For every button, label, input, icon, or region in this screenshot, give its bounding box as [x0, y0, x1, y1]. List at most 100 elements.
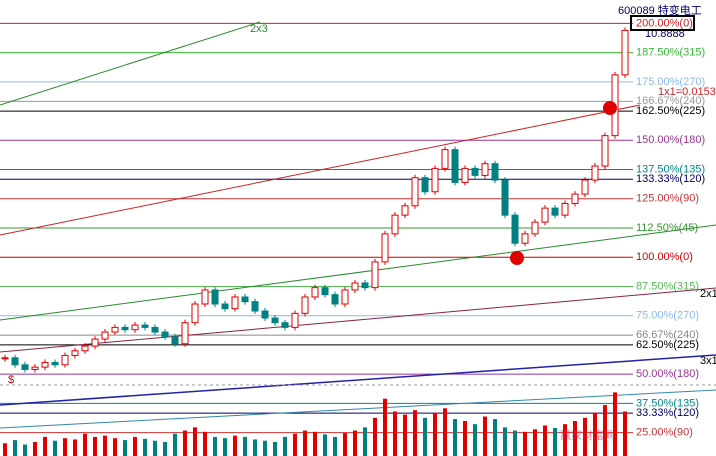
- level-label: 112.50%(45): [636, 222, 698, 234]
- volume-bar: [223, 438, 227, 456]
- candle: [491, 163, 499, 181]
- fan-line: [0, 389, 716, 429]
- candle: [351, 282, 359, 291]
- volume-bar: [73, 439, 77, 456]
- candle: [21, 364, 29, 370]
- candle: [481, 163, 489, 176]
- candle: [291, 312, 299, 328]
- level-label: 75.00%(270): [636, 310, 699, 322]
- candle: [191, 303, 199, 324]
- candle: [521, 233, 529, 244]
- candle: [431, 167, 439, 193]
- annotation: 2x1: [700, 288, 716, 300]
- candle: [81, 345, 89, 352]
- volume-bar: [303, 430, 307, 456]
- volume-bar: [233, 435, 237, 456]
- candle: [411, 177, 419, 207]
- level-label: 150.00%(180): [636, 134, 705, 146]
- candle: [181, 322, 189, 345]
- candle: [511, 214, 519, 244]
- volume-bar: [433, 412, 437, 456]
- volume-bar: [543, 425, 547, 456]
- volume-bar: [393, 411, 397, 456]
- volume-bar: [603, 405, 607, 456]
- pivot-dot: [603, 101, 617, 115]
- level-label: 133.33%(120): [636, 173, 705, 185]
- candle: [101, 331, 109, 340]
- level-label: 175.00%(270): [636, 76, 705, 88]
- volume-bar: [523, 431, 527, 456]
- level-label: 62.50%(225): [636, 339, 699, 351]
- level-label: 200.00%(0): [636, 17, 693, 29]
- annotation: 2x3: [250, 23, 268, 35]
- volume-bar: [593, 412, 597, 456]
- volume-bar: [353, 430, 357, 456]
- fan-line: [0, 104, 641, 236]
- volume-bar: [623, 411, 627, 456]
- candle: [141, 324, 149, 328]
- annotation: 3x1: [700, 355, 716, 367]
- volume-bar: [273, 442, 277, 456]
- volume-bar: [123, 440, 127, 456]
- candle: [211, 289, 219, 305]
- level-label: 166.67%(240): [636, 95, 705, 107]
- candle: [541, 207, 549, 223]
- candle: [501, 179, 509, 216]
- candle: [281, 322, 289, 328]
- volume-bar: [3, 443, 7, 456]
- volume-bar: [293, 433, 297, 456]
- candle: [151, 326, 159, 333]
- candle: [601, 135, 609, 167]
- candle: [261, 310, 269, 319]
- volume-bar: [173, 433, 177, 456]
- volume-bar: [153, 440, 157, 456]
- candle: [461, 167, 469, 183]
- candle: [591, 165, 599, 181]
- candle: [1, 357, 9, 360]
- volume-bar: [533, 429, 537, 456]
- candle: [311, 287, 319, 298]
- candle: [91, 338, 99, 347]
- stock-title: 600089 特变电工: [618, 3, 702, 17]
- candle: [241, 296, 249, 303]
- annotation: 1x1=0.0153: [658, 86, 716, 98]
- candle: [331, 294, 339, 305]
- volume-bar: [463, 421, 467, 456]
- candle: [161, 331, 169, 338]
- fan-line: [0, 287, 716, 353]
- pivot-dot: [510, 251, 524, 265]
- level-label: 162.50%(225): [636, 105, 705, 117]
- volume-bar: [133, 436, 137, 456]
- volume-bar: [63, 438, 67, 456]
- candle: [251, 301, 259, 312]
- volume-bar: [423, 417, 427, 456]
- candle: [231, 296, 239, 310]
- watermark: 赢家财富网: [560, 428, 615, 442]
- volume-bar: [573, 421, 577, 456]
- candle: [621, 29, 629, 76]
- volume-bar: [203, 431, 207, 456]
- candle: [271, 317, 279, 324]
- candle: [301, 296, 309, 314]
- candle: [11, 357, 19, 366]
- candle: [381, 233, 389, 263]
- volume-bar: [43, 436, 47, 456]
- highlight-box: [630, 15, 695, 31]
- candle: [201, 289, 209, 305]
- volume-bar: [613, 392, 617, 456]
- candle: [61, 354, 69, 366]
- candle: [371, 261, 379, 289]
- volume-bar: [403, 414, 407, 456]
- volume-bar: [53, 440, 57, 456]
- candle: [531, 221, 539, 235]
- level-label: 137.50%(135): [636, 163, 705, 175]
- volume-bar: [253, 439, 257, 456]
- volume-bar: [13, 440, 17, 456]
- level-label: 87.50%(315): [636, 280, 699, 292]
- fan-line: [0, 354, 716, 406]
- volume-bar: [103, 435, 107, 456]
- level-label: 66.67%(240): [636, 329, 699, 341]
- level-label: 37.50%(135): [636, 397, 699, 409]
- volume-bar: [383, 398, 387, 456]
